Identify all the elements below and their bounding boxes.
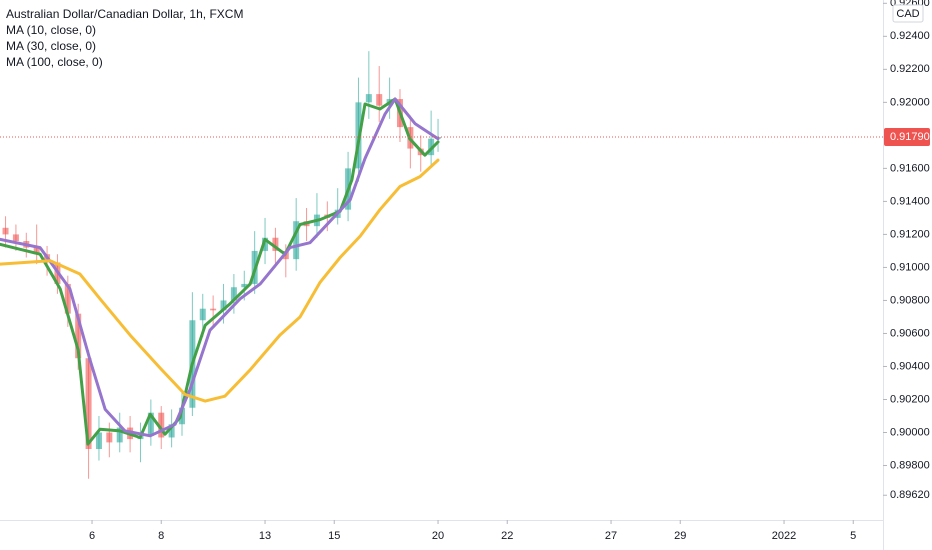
candle-body xyxy=(75,313,82,359)
x-tick-label: 8 xyxy=(158,530,164,542)
y-tick-label: 0.92400 xyxy=(890,30,930,42)
y-tick-label: 0.91200 xyxy=(890,228,930,240)
x-tick-label: 5 xyxy=(850,530,856,542)
x-tick-label: 15 xyxy=(328,530,340,542)
moving-average-line xyxy=(0,97,440,446)
x-tick-label: 20 xyxy=(432,530,444,542)
candle-body xyxy=(178,407,185,425)
candle-body xyxy=(293,221,300,260)
candle-body xyxy=(230,287,237,301)
legend-entry: MA (30, close, 0) xyxy=(6,39,96,53)
candle-body xyxy=(365,94,372,103)
x-tick-label: 29 xyxy=(674,530,686,542)
candle-body xyxy=(147,412,154,436)
y-tick-label: 0.89800 xyxy=(890,459,930,471)
y-tick-label: 0.90000 xyxy=(890,426,930,438)
candle-body xyxy=(262,237,269,251)
currency-label: CAD xyxy=(896,8,919,20)
candle-body xyxy=(376,94,383,106)
moving-average-line xyxy=(0,97,440,438)
chart-title: Australian Dollar/Canadian Dollar, 1h, F… xyxy=(6,7,243,21)
y-tick-label: 0.92200 xyxy=(890,63,930,75)
candle-body xyxy=(116,427,123,443)
y-tick-label: 0.90800 xyxy=(890,294,930,306)
x-tick-label: 2022 xyxy=(772,530,796,542)
candle-body xyxy=(199,308,206,321)
candle-body xyxy=(106,432,113,443)
moving-average-line xyxy=(0,158,440,403)
x-tick-label: 13 xyxy=(259,530,271,542)
candle-body xyxy=(158,412,165,438)
candle-body xyxy=(241,283,248,288)
y-tick-label: 0.92000 xyxy=(890,96,930,108)
legend-entry: MA (100, close, 0) xyxy=(6,55,103,69)
candle-body xyxy=(85,358,92,450)
last-price-label: 0.91790 xyxy=(890,131,930,143)
y-tick-label: 0.91400 xyxy=(890,195,930,207)
candle-body xyxy=(210,308,217,311)
y-tick-label: 0.90600 xyxy=(890,327,930,339)
x-tick-label: 6 xyxy=(89,530,95,542)
y-tick-label: 0.89620 xyxy=(890,489,930,501)
last-price-box xyxy=(884,128,930,147)
plot-area xyxy=(0,51,442,479)
y-tick-label: 0.91600 xyxy=(890,162,930,174)
candle-body xyxy=(33,247,40,255)
legend-entry: MA (10, close, 0) xyxy=(6,23,96,37)
x-tick-label: 27 xyxy=(605,530,617,542)
y-tick-label: 0.90200 xyxy=(890,393,930,405)
candle-body xyxy=(168,424,175,438)
candle-body xyxy=(95,432,102,450)
candle-body xyxy=(2,227,9,235)
candle-body xyxy=(64,283,71,314)
y-tick-label: 0.91000 xyxy=(890,261,930,273)
x-tick-label: 22 xyxy=(501,530,513,542)
candle-body xyxy=(220,300,227,311)
y-tick-label: 0.90400 xyxy=(890,360,930,372)
currency-box xyxy=(892,4,924,23)
candle-body xyxy=(272,237,279,251)
candle-body xyxy=(12,234,19,242)
